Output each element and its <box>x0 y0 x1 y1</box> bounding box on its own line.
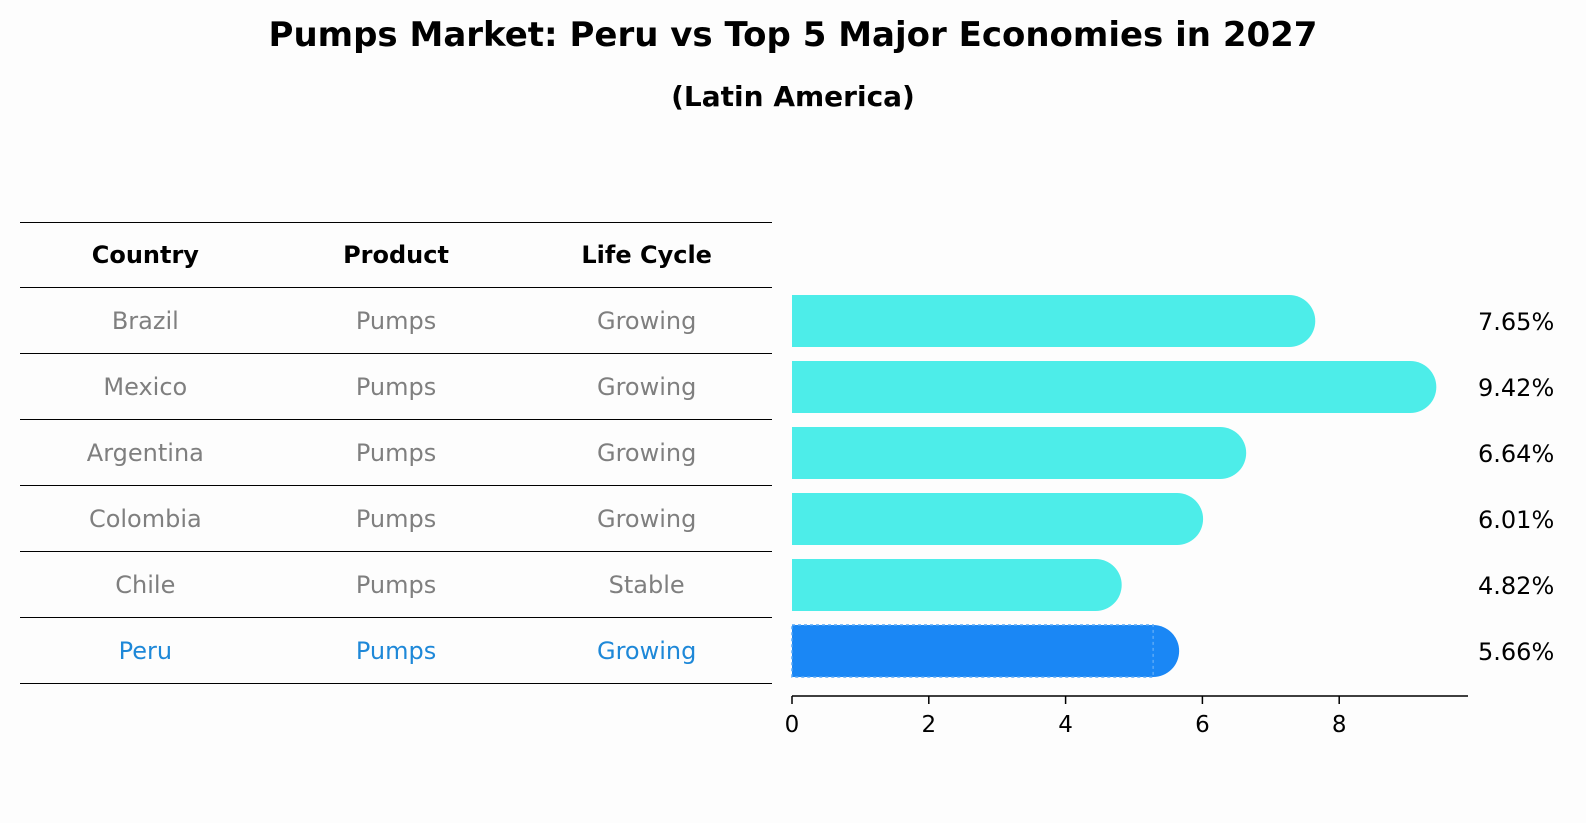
x-tick-label: 8 <box>1332 712 1347 738</box>
chart-subtitle: (Latin America) <box>671 80 915 113</box>
bar-value-label: 6.01% <box>1478 506 1554 534</box>
header-product: Product <box>343 241 449 269</box>
bar-mexico <box>792 361 1437 413</box>
bar-chile <box>792 559 1122 611</box>
bar-value-label: 9.42% <box>1478 374 1554 402</box>
comparison-table: Country Product Life Cycle Brazil Pumps … <box>20 222 772 684</box>
x-tick-label: 4 <box>1058 712 1073 738</box>
bar-brazil <box>792 295 1316 347</box>
cell-country: Brazil <box>111 306 179 335</box>
cell-life-cycle: Stable <box>608 570 685 599</box>
cell-product: Pumps <box>355 636 437 665</box>
bar-value-label: 7.65% <box>1478 308 1554 336</box>
table-row-highlight: Peru Pumps Growing <box>20 618 772 684</box>
cell-country: Colombia <box>88 504 202 533</box>
table-header-row: Country Product Life Cycle <box>20 222 772 288</box>
cell-product: Pumps <box>355 504 437 533</box>
header-life-cycle: Life Cycle <box>581 241 712 269</box>
cell-product: Pumps <box>355 306 437 335</box>
x-tick-label: 2 <box>921 712 936 738</box>
cell-life-cycle: Growing <box>596 372 697 401</box>
bar-argentina <box>792 427 1247 479</box>
cell-product: Pumps <box>355 372 437 401</box>
cell-life-cycle: Growing <box>596 438 697 467</box>
cell-life-cycle: Growing <box>596 306 697 335</box>
table-row: Colombia Pumps Growing <box>20 486 772 552</box>
table-row: Argentina Pumps Growing <box>20 420 772 486</box>
table-row: Brazil Pumps Growing <box>20 288 772 354</box>
table-row: Chile Pumps Stable <box>20 552 772 618</box>
cell-product: Pumps <box>355 438 437 467</box>
bar-colombia <box>792 493 1204 545</box>
x-tick-label: 6 <box>1195 712 1210 738</box>
x-tick-label: 0 <box>785 712 800 738</box>
cell-country: Argentina <box>86 438 204 467</box>
bar-value-label: 5.66% <box>1478 638 1554 666</box>
cell-country: Mexico <box>103 372 188 401</box>
header-country: Country <box>91 241 199 269</box>
cell-country: Chile <box>115 570 176 599</box>
bar-value-label: 6.64% <box>1478 440 1554 468</box>
table-row: Mexico Pumps Growing <box>20 354 772 420</box>
bar-value-label: 4.82% <box>1478 572 1554 600</box>
cell-life-cycle: Growing <box>596 636 697 665</box>
cell-country: Peru <box>118 636 173 665</box>
bar-peru <box>792 625 1180 677</box>
bar-highlight-outline <box>791 624 1154 678</box>
cell-life-cycle: Growing <box>596 504 697 533</box>
cell-product: Pumps <box>355 570 437 599</box>
chart-title: Pumps Market: Peru vs Top 5 Major Econom… <box>268 15 1318 55</box>
